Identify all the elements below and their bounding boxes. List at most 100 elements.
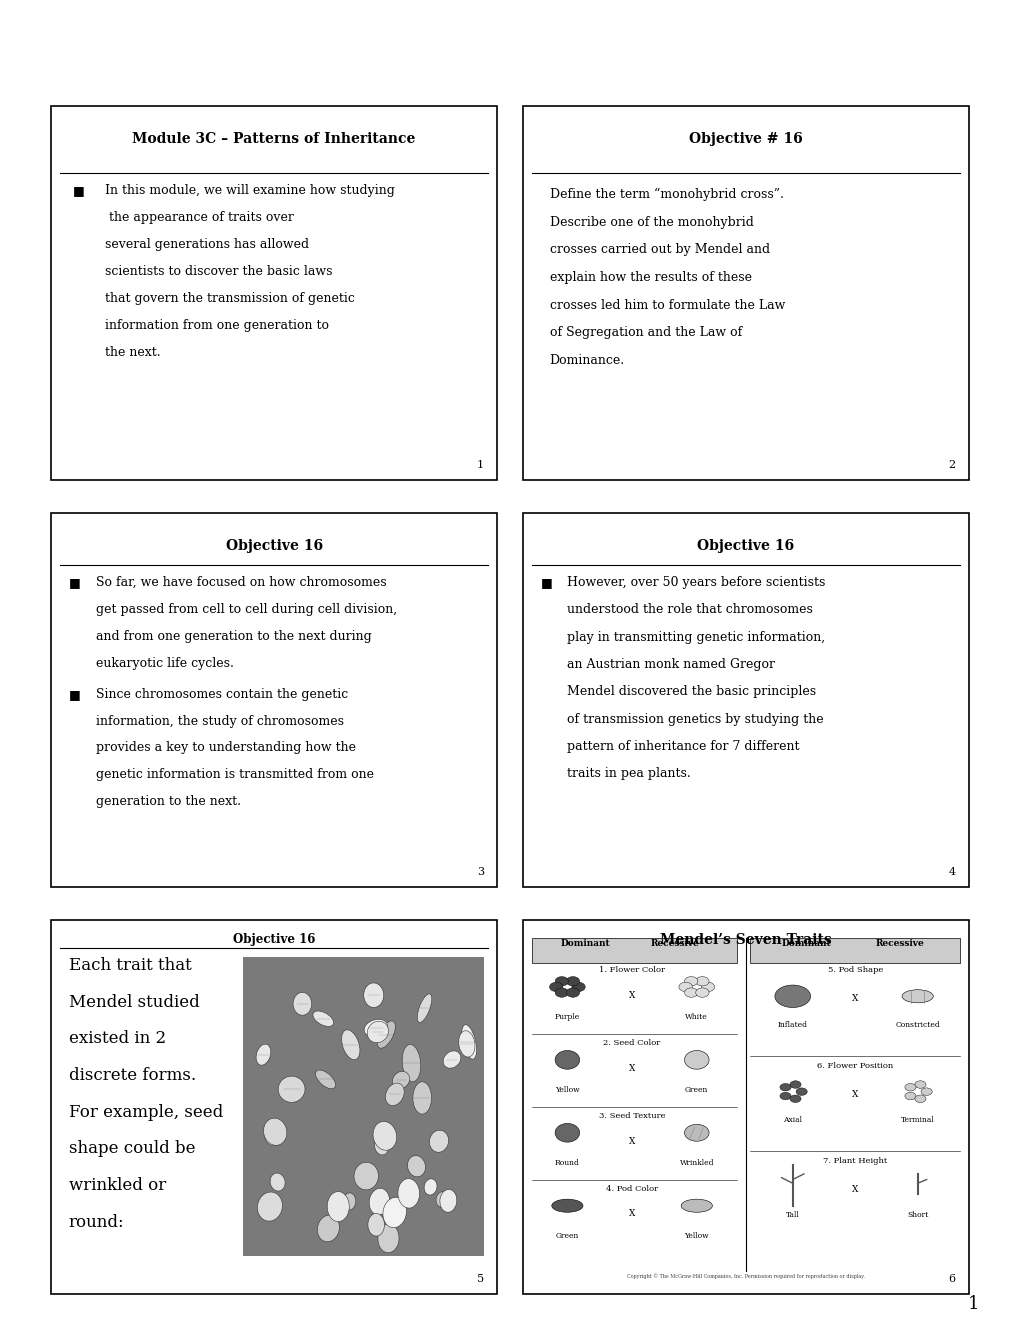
Text: eukaryotic life cycles.: eukaryotic life cycles. bbox=[96, 657, 233, 671]
Ellipse shape bbox=[435, 1192, 448, 1208]
Text: Mendel studied: Mendel studied bbox=[69, 994, 200, 1011]
Text: Recessive: Recessive bbox=[649, 940, 698, 949]
Text: scientists to discover the basic laws: scientists to discover the basic laws bbox=[105, 265, 332, 279]
Text: X: X bbox=[851, 994, 858, 1003]
Ellipse shape bbox=[789, 1096, 800, 1102]
Text: Objective 16: Objective 16 bbox=[225, 539, 322, 553]
Ellipse shape bbox=[429, 1130, 448, 1152]
Text: Mendel discovered the basic principles: Mendel discovered the basic principles bbox=[567, 685, 815, 698]
Ellipse shape bbox=[679, 982, 692, 991]
Ellipse shape bbox=[554, 987, 568, 998]
Ellipse shape bbox=[263, 1118, 286, 1146]
Text: Dominant: Dominant bbox=[559, 940, 609, 949]
Text: Objective # 16: Objective # 16 bbox=[688, 132, 802, 145]
Ellipse shape bbox=[292, 993, 312, 1015]
Text: information from one generation to: information from one generation to bbox=[105, 318, 328, 331]
Ellipse shape bbox=[914, 1081, 925, 1088]
Text: play in transmitting genetic information,: play in transmitting genetic information… bbox=[567, 631, 824, 644]
Text: 2: 2 bbox=[948, 461, 955, 470]
Text: In this module, we will examine how studying: In this module, we will examine how stud… bbox=[105, 183, 394, 197]
Text: 6. Flower Position: 6. Flower Position bbox=[816, 1061, 893, 1069]
Text: 3. Seed Texture: 3. Seed Texture bbox=[598, 1113, 664, 1121]
Ellipse shape bbox=[378, 1224, 398, 1253]
Ellipse shape bbox=[914, 1096, 925, 1102]
Text: discrete forms.: discrete forms. bbox=[69, 1067, 196, 1084]
Ellipse shape bbox=[684, 1051, 708, 1069]
Ellipse shape bbox=[424, 1179, 436, 1195]
Ellipse shape bbox=[554, 1123, 579, 1142]
Text: 7. Plant Height: 7. Plant Height bbox=[822, 1158, 887, 1166]
Ellipse shape bbox=[904, 1084, 915, 1092]
Ellipse shape bbox=[549, 982, 562, 991]
Text: explain how the results of these: explain how the results of these bbox=[549, 271, 751, 284]
Text: 5: 5 bbox=[476, 1274, 483, 1284]
Text: Recessive: Recessive bbox=[874, 940, 923, 949]
Text: ■: ■ bbox=[540, 576, 552, 589]
Ellipse shape bbox=[392, 1072, 410, 1089]
Ellipse shape bbox=[264, 1122, 284, 1146]
Text: get passed from cell to cell during cell division,: get passed from cell to cell during cell… bbox=[96, 603, 396, 616]
Ellipse shape bbox=[317, 1216, 339, 1242]
Ellipse shape bbox=[684, 977, 697, 986]
Ellipse shape bbox=[904, 1092, 915, 1100]
Ellipse shape bbox=[270, 1173, 285, 1191]
Text: Mendel’s Seven Traits: Mendel’s Seven Traits bbox=[659, 933, 830, 946]
Text: ■: ■ bbox=[73, 183, 85, 197]
Ellipse shape bbox=[364, 983, 383, 1007]
Text: For example, seed: For example, seed bbox=[69, 1104, 223, 1121]
Text: X: X bbox=[851, 1185, 858, 1195]
Ellipse shape bbox=[442, 1051, 461, 1068]
Text: Each trait that: Each trait that bbox=[69, 957, 192, 974]
Ellipse shape bbox=[901, 990, 932, 1003]
Text: Round: Round bbox=[554, 1159, 579, 1167]
Ellipse shape bbox=[572, 982, 585, 991]
Ellipse shape bbox=[256, 1044, 270, 1065]
Text: X: X bbox=[629, 1137, 635, 1146]
Text: several generations has allowed: several generations has allowed bbox=[105, 238, 309, 251]
Text: existed in 2: existed in 2 bbox=[69, 1031, 166, 1047]
Ellipse shape bbox=[774, 985, 810, 1007]
Text: However, over 50 years before scientists: However, over 50 years before scientists bbox=[567, 576, 825, 589]
Ellipse shape bbox=[551, 1199, 583, 1212]
Ellipse shape bbox=[920, 1088, 931, 1096]
Ellipse shape bbox=[701, 982, 714, 991]
Text: Objective 16: Objective 16 bbox=[232, 933, 315, 945]
Text: Define the term “monohybrid cross”.: Define the term “monohybrid cross”. bbox=[549, 187, 783, 201]
Ellipse shape bbox=[327, 1192, 348, 1221]
Ellipse shape bbox=[780, 1084, 791, 1092]
Ellipse shape bbox=[789, 1081, 800, 1088]
Ellipse shape bbox=[368, 1213, 384, 1236]
Ellipse shape bbox=[367, 1022, 388, 1043]
Text: Terminal: Terminal bbox=[900, 1115, 933, 1123]
Ellipse shape bbox=[566, 987, 579, 998]
Text: that govern the transmission of genetic: that govern the transmission of genetic bbox=[105, 292, 354, 305]
Ellipse shape bbox=[313, 1011, 333, 1027]
Text: So far, we have focused on how chromosomes: So far, we have focused on how chromosom… bbox=[96, 576, 386, 589]
Text: provides a key to understanding how the: provides a key to understanding how the bbox=[96, 742, 356, 755]
Ellipse shape bbox=[373, 1122, 396, 1150]
Bar bbox=[750, 939, 959, 962]
Text: pattern of inheritance for 7 different: pattern of inheritance for 7 different bbox=[567, 741, 799, 752]
Text: Objective 16: Objective 16 bbox=[697, 539, 794, 553]
Text: generation to the next.: generation to the next. bbox=[96, 796, 240, 808]
Ellipse shape bbox=[695, 987, 708, 998]
Text: X: X bbox=[629, 990, 635, 999]
Text: 4: 4 bbox=[948, 867, 955, 878]
Ellipse shape bbox=[780, 1092, 791, 1100]
Text: 3: 3 bbox=[476, 867, 483, 878]
Text: shape could be: shape could be bbox=[69, 1140, 196, 1158]
Text: Axial: Axial bbox=[783, 1115, 802, 1123]
Text: Short: Short bbox=[906, 1212, 927, 1220]
Text: 1: 1 bbox=[967, 1295, 978, 1313]
Text: Module 3C – Patterns of Inheritance: Module 3C – Patterns of Inheritance bbox=[132, 132, 416, 145]
Text: Yellow: Yellow bbox=[554, 1086, 579, 1094]
Text: crosses led him to formulate the Law: crosses led him to formulate the Law bbox=[549, 298, 785, 312]
Ellipse shape bbox=[439, 1189, 457, 1212]
Ellipse shape bbox=[341, 1030, 360, 1060]
Text: traits in pea plants.: traits in pea plants. bbox=[567, 767, 691, 780]
Text: Wrinkled: Wrinkled bbox=[679, 1159, 713, 1167]
Text: genetic information is transmitted from one: genetic information is transmitted from … bbox=[96, 768, 373, 781]
Text: Inflated: Inflated bbox=[776, 1020, 807, 1028]
Ellipse shape bbox=[374, 1137, 388, 1155]
Ellipse shape bbox=[278, 1076, 305, 1102]
